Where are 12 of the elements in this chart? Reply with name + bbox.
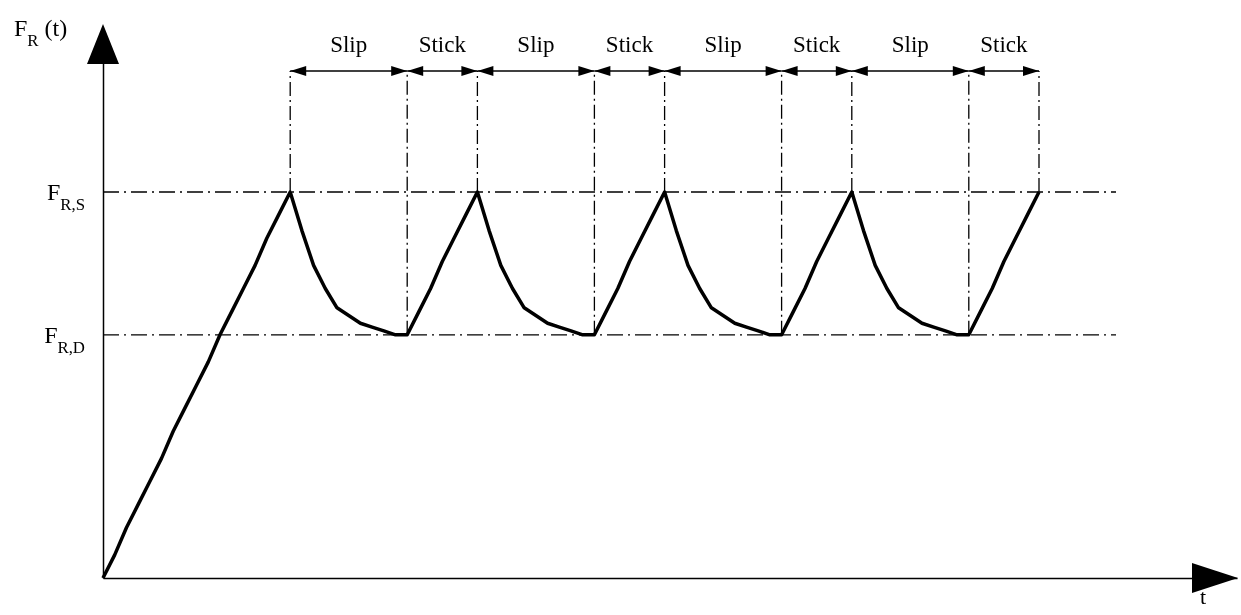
- text: Stick: [980, 32, 1029, 57]
- text: Slip: [704, 32, 742, 57]
- ref-line-label: F$_{R,D}$: [44, 321, 85, 357]
- text: Slip: [330, 32, 368, 57]
- text: Stick: [418, 32, 467, 57]
- text: t: [1199, 584, 1207, 609]
- text: Slip: [517, 32, 555, 57]
- text: Slip: [891, 32, 929, 57]
- text: F$_{R}$ (t): [14, 15, 68, 50]
- text: Stick: [605, 32, 654, 57]
- text: Stick: [793, 32, 841, 57]
- ref-line-label: F$_{R,S}$: [46, 179, 85, 214]
